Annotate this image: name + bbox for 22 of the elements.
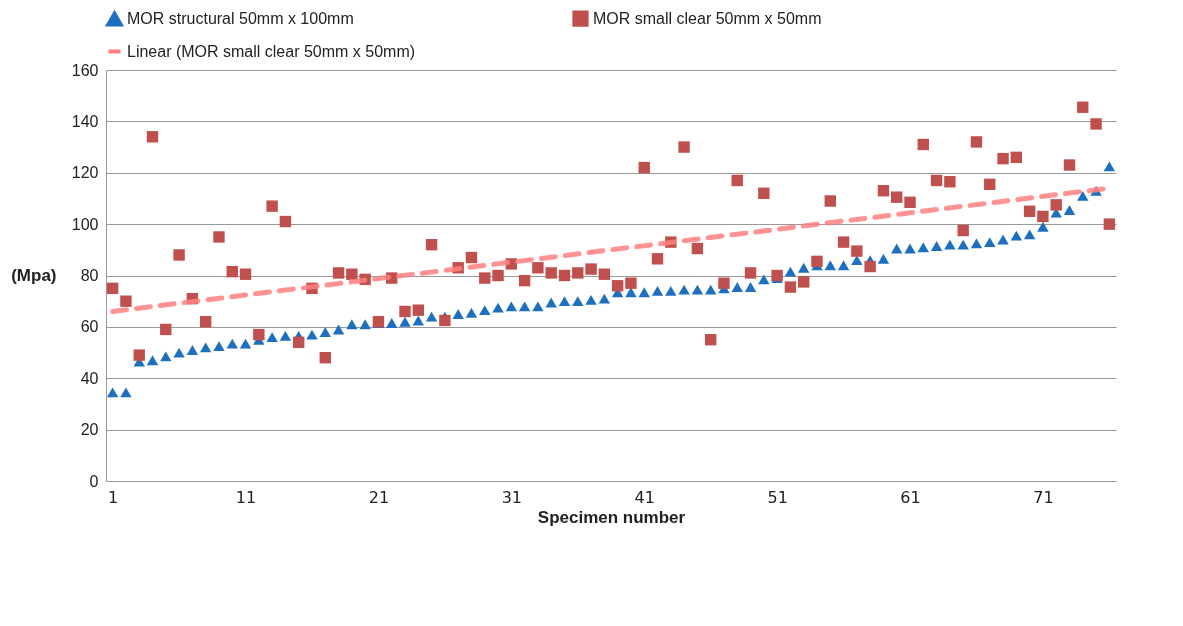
x-tick-label: 41 bbox=[634, 487, 655, 507]
x-tick-label: 31 bbox=[501, 487, 523, 507]
y-tick-label: 80 bbox=[80, 267, 99, 284]
x-axis-title: Specimen number bbox=[537, 507, 686, 527]
y-tick-label: 40 bbox=[80, 369, 99, 387]
x-tick-label: 21 bbox=[368, 487, 390, 507]
y-tick-label: 100 bbox=[71, 215, 99, 233]
y-tick-label: 60 bbox=[80, 318, 99, 336]
x-tick-label: 61 bbox=[900, 487, 921, 507]
y-tick-label: 20 bbox=[80, 421, 99, 439]
x-tick-label: 71 bbox=[1033, 487, 1054, 507]
y-tick-label: 140 bbox=[71, 112, 99, 130]
y-axis-title: (Mpa) bbox=[11, 265, 57, 285]
x-tick-label: 11 bbox=[235, 487, 257, 507]
x-tick-label: 51 bbox=[767, 487, 788, 507]
y-tick-label: 0 bbox=[89, 472, 99, 490]
x-tick-label: 1 bbox=[108, 487, 119, 507]
y-tick-label: 120 bbox=[71, 164, 99, 182]
legend-label: MOR small clear 50mm x 50mm bbox=[593, 9, 822, 27]
legend-label: Linear (MOR small clear 50mm x 50mm) bbox=[127, 42, 416, 60]
legend-label: MOR structural 50mm x 100mm bbox=[127, 10, 354, 28]
y-tick-label: 160 bbox=[71, 61, 99, 79]
